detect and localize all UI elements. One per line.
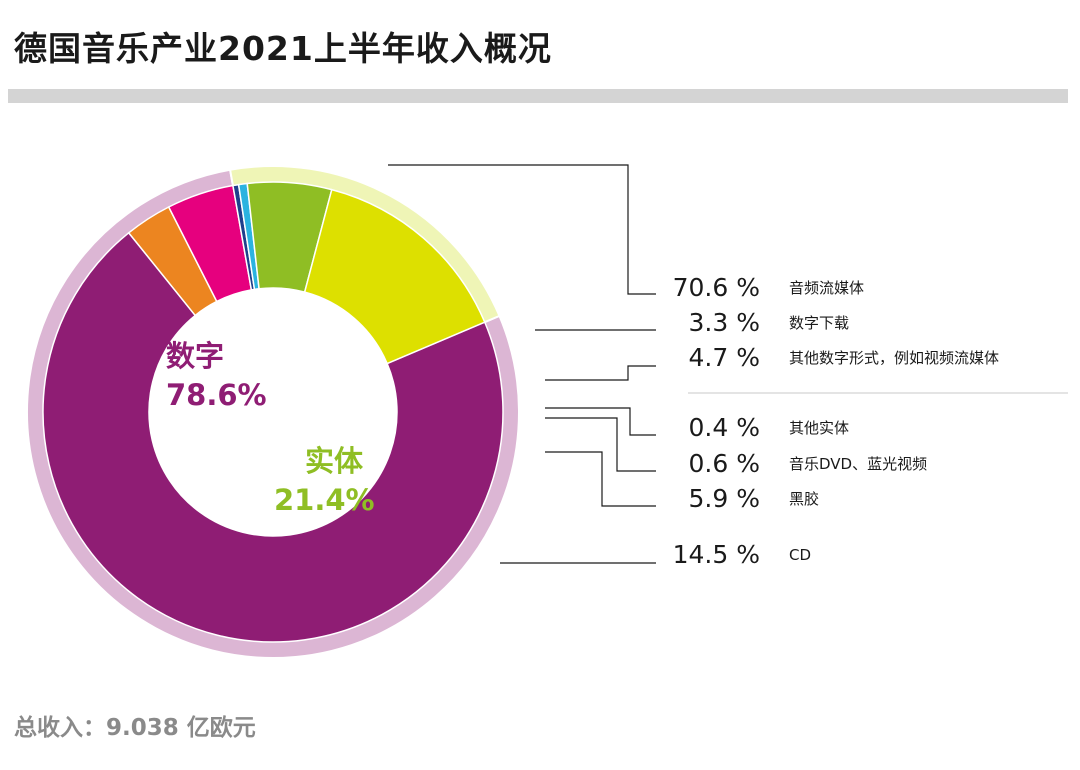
legend-label: 黑胶 (789, 490, 820, 508)
legend-percent: 14.5 % (672, 540, 760, 569)
legend-item: 0.4 % 其他实体 (640, 411, 1060, 445)
legend-label: 音频流媒体 (789, 279, 865, 297)
leader-line-5 (545, 417, 656, 472)
legend-label: 其他实体 (789, 419, 850, 437)
legend-label: 其他数字形式，例如视频流媒体 (789, 349, 1000, 367)
legend-label: CD (789, 546, 812, 564)
legend-label: 数字下载 (789, 314, 850, 332)
legend-item: 4.7 % 其他数字形式，例如视频流媒体 (640, 341, 1060, 375)
physical-group-name: 实体 (305, 444, 364, 478)
legend-percent: 70.6 % (672, 273, 760, 302)
legend-item: 70.6 % 音频流媒体 (640, 271, 1060, 305)
physical-group-value: 21.4% (274, 483, 375, 517)
leader-line-4 (545, 407, 656, 436)
legend-item: 3.3 % 数字下载 (640, 306, 1060, 340)
digital-group-name: 数字 (166, 339, 225, 373)
legend-percent: 0.6 % (688, 449, 760, 478)
legend-percent: 3.3 % (688, 308, 760, 337)
chart-title: 德国音乐产业2021上半年收入概况 (14, 29, 552, 68)
legend-item: 14.5 % CD (640, 538, 1060, 572)
legend-item: 0.6 % 音乐DVD、蓝光视频 (640, 447, 1060, 481)
legend-percent: 4.7 % (688, 343, 760, 372)
leader-line-1 (388, 164, 656, 295)
digital-group-value: 78.6% (166, 378, 267, 412)
legend-percent: 0.4 % (688, 413, 760, 442)
leader-line-3 (545, 365, 656, 381)
slice-1 (42, 231, 504, 643)
legend-label: 音乐DVD、蓝光视频 (789, 455, 928, 473)
total-revenue-note: 总收入：9.038 亿欧元 (14, 715, 256, 741)
leader-line-6 (545, 451, 656, 507)
legend-item: 5.9 % 黑胶 (640, 482, 1060, 516)
slice-7 (303, 188, 486, 365)
title-divider (8, 89, 1068, 103)
legend-percent: 5.9 % (688, 484, 760, 513)
